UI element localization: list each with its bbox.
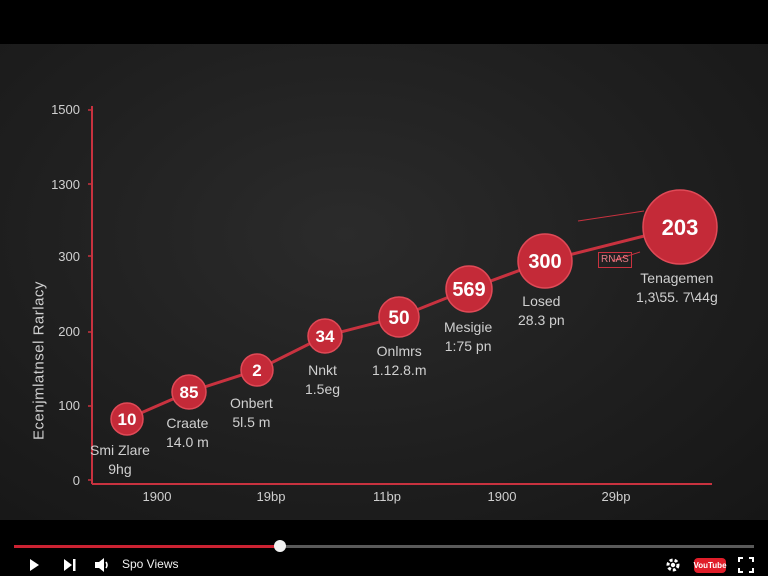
data-label: 50: [388, 308, 409, 329]
player-controls-bar: Spo Views VouTube: [0, 520, 768, 576]
youtube-logo[interactable]: VouTube: [693, 558, 727, 573]
x-tick-label: 11bp: [373, 489, 401, 504]
x-tick-label: 1900: [142, 489, 172, 504]
y-tick-label: 1300: [51, 177, 80, 192]
data-point: [307, 318, 343, 354]
progress-bar[interactable]: [14, 540, 754, 552]
data-point: [378, 296, 420, 338]
y-tick-label: 1500: [51, 102, 80, 117]
point-annotation: Losed 28.3 pn: [518, 293, 565, 328]
data-label: 10: [118, 410, 137, 429]
settings-icon: [666, 558, 680, 572]
point-annotation: Onlmrs 1.12.8.m: [372, 343, 427, 378]
play-button[interactable]: [24, 554, 44, 576]
callout-tag: RNAS: [598, 252, 632, 268]
skip-icon: [64, 559, 76, 571]
point-annotation: Craate 14.0 m: [166, 415, 209, 450]
y-tick-label: 200: [58, 324, 80, 339]
x-tick-label: 29bp: [601, 489, 631, 504]
data-label: 300: [528, 251, 561, 273]
data-point: [110, 402, 144, 436]
point-annotation: Smi Zlare 9hg: [90, 442, 150, 477]
data-label: 85: [180, 383, 199, 402]
y-tick-label: 100: [58, 398, 80, 413]
settings-button[interactable]: [663, 554, 683, 576]
volume-icon: [95, 558, 108, 572]
views-label: Spo Views: [122, 557, 179, 571]
data-label: 2: [252, 361, 261, 380]
data-label: 569: [452, 279, 485, 301]
fullscreen-button[interactable]: [736, 554, 756, 576]
data-point: [240, 353, 274, 387]
point-annotation: Nnkt 1.5eg: [305, 362, 341, 397]
callout-line: [577, 210, 645, 222]
progress-scrubber[interactable]: [274, 540, 287, 552]
data-point: [445, 265, 493, 313]
callout-line: [611, 251, 641, 262]
chart-plot: 10 85 2 34 50 569 300 203: [88, 106, 718, 485]
y-tick-label: 0: [72, 473, 80, 488]
point-annotation: Onbert 5l.5 m: [230, 395, 273, 430]
volume-button[interactable]: [92, 554, 114, 576]
point-annotation: Tenagemen 1,3\55. 7\44g: [636, 270, 718, 305]
point-annotation: Mesigie 1:75 pn: [444, 319, 493, 354]
data-point: [642, 189, 718, 265]
x-tick-label: 1900: [487, 489, 517, 504]
x-tick-label: 19bp: [256, 489, 286, 504]
data-point: [517, 233, 573, 289]
fullscreen-icon: [738, 557, 754, 573]
controls-row: Spo Views VouTube: [0, 554, 768, 576]
data-label: 34: [316, 327, 335, 346]
play-icon: [30, 559, 39, 571]
y-tick-label: 300: [58, 249, 80, 264]
data-label: 203: [662, 215, 699, 240]
skip-next-button[interactable]: [60, 554, 80, 576]
progress-bar-fill: [14, 545, 281, 548]
video-content[interactable]: Ecenjmlatnsel Rarlacy 1500 1300 300 200 …: [0, 44, 768, 520]
data-point: [171, 374, 207, 410]
